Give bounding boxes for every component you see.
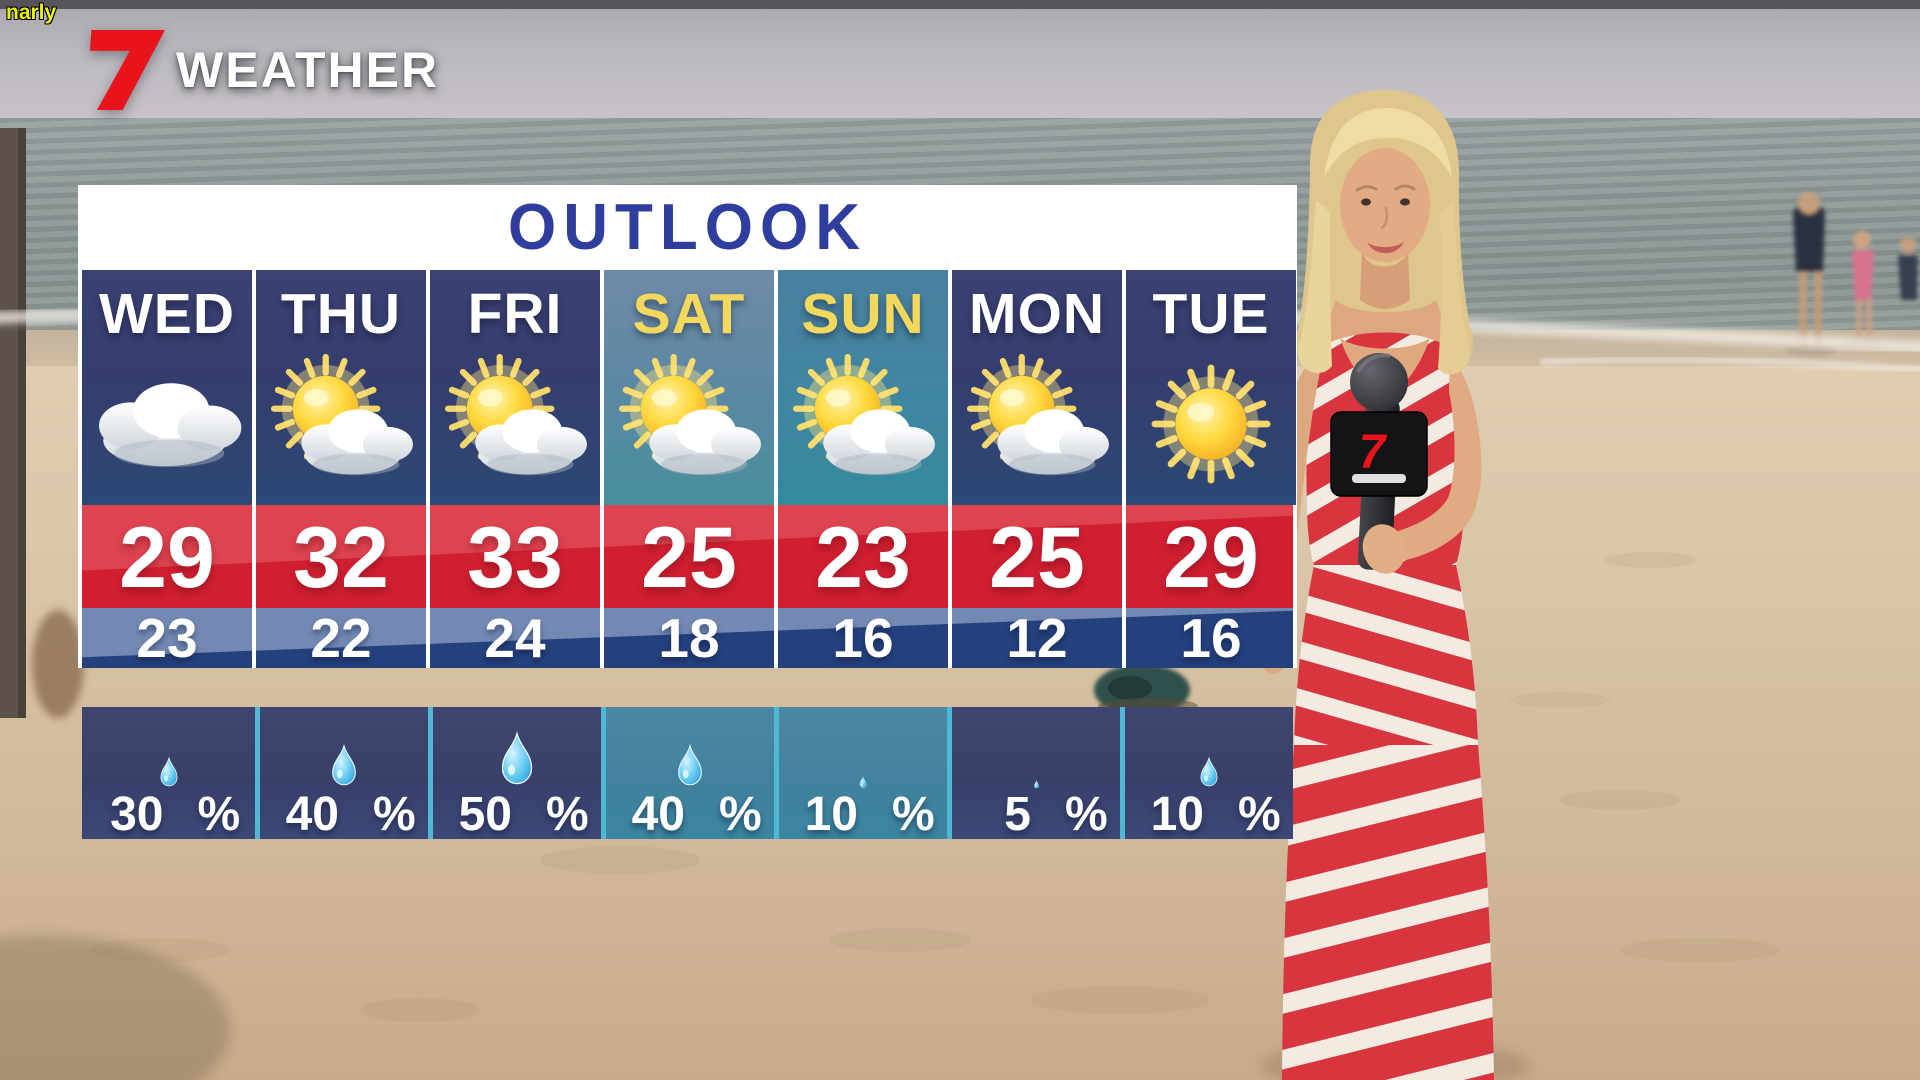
high-temp: 23 [815, 510, 911, 606]
sun-cloud-icon [778, 354, 948, 494]
low-temp: 12 [1006, 607, 1068, 669]
sun-icon [1126, 354, 1296, 494]
low-temp: 16 [832, 607, 894, 669]
day-header-cell: SUN [778, 270, 948, 505]
rain-percent-unit: % [373, 787, 416, 841]
presenter: 7 [1249, 90, 1530, 1080]
microphone: 7 [1330, 353, 1428, 574]
day-header-cell: SAT [604, 270, 774, 505]
outlook-title: OUTLOOK [508, 191, 867, 264]
raindrop-icon [494, 730, 540, 789]
raindrop-icon [858, 776, 868, 789]
outlook-panel: OUTLOOK WED 29 23 THU 32 22 FRI [78, 185, 1297, 841]
outlook-banner: OUTLOOK [78, 185, 1297, 270]
day-label: TUE [1152, 282, 1270, 346]
sun-cloud-icon [604, 354, 774, 494]
sky-background [0, 0, 1920, 130]
rain-percent-unit: % [546, 787, 589, 841]
low-temp: 16 [1180, 607, 1242, 669]
high-temp: 25 [989, 510, 1085, 606]
rain-cell-fri: 50 % [428, 707, 601, 841]
high-temp-band [82, 505, 1293, 608]
mic-flag-seven-icon: 7 [1359, 426, 1388, 479]
day-header-cell: THU [256, 270, 426, 505]
rain-percent-value: 10 [804, 787, 858, 841]
day-column-tue: TUE 29 16 [1122, 270, 1296, 668]
letterbox-strip [0, 0, 1920, 9]
brand-label: WEATHER [176, 42, 440, 98]
rain-percent-value: 50 [458, 787, 512, 841]
day-label: SAT [632, 282, 746, 346]
day-label: FRI [467, 282, 563, 346]
day-header-cell: MON [952, 270, 1122, 505]
low-temp: 18 [658, 607, 720, 669]
day-column-sun: SUN 23 16 [774, 270, 948, 668]
rain-percent-unit: % [1065, 787, 1108, 841]
raindrop-icon [156, 756, 182, 789]
day-column-fri: FRI 33 24 [426, 270, 600, 668]
rain-cell-wed: 30 % [82, 707, 255, 841]
rain-percent: 10 % [782, 787, 944, 841]
rain-percent: 30 % [88, 787, 250, 841]
cloud-icon [82, 354, 252, 494]
day-column-wed: WED 29 23 [82, 270, 252, 668]
watermark: narly [6, 1, 57, 24]
low-temp-band [82, 608, 1293, 668]
raindrop-icon [326, 743, 362, 789]
high-temp: 29 [1163, 510, 1259, 606]
high-temp: 33 [467, 510, 563, 606]
day-label: THU [280, 282, 402, 346]
raindrop-icon [672, 743, 708, 789]
seven-logo-icon [89, 30, 165, 110]
rain-percent: 10 % [1128, 787, 1290, 841]
rain-cell-sat: 40 % [601, 707, 774, 841]
rain-cell-mon: 5 % [947, 707, 1120, 841]
forecast-table: WED 29 23 THU 32 22 FRI 33 24 SA [78, 270, 1297, 668]
day-header-cell: WED [82, 270, 252, 505]
rain-percent: 40 % [263, 787, 425, 841]
raindrop-icon [1033, 780, 1040, 789]
rain-percent-unit: % [197, 787, 241, 841]
sun-cloud-icon [430, 354, 600, 494]
day-label: SUN [801, 282, 925, 346]
channel-brand: WEATHER [82, 30, 439, 110]
rain-percent-unit: % [1238, 787, 1281, 841]
rain-chance-row: 30 % 40 % 50 % [78, 707, 1297, 841]
low-temp: 23 [136, 607, 198, 669]
rain-percent-value: 5 [1004, 787, 1031, 841]
rain-cell-tue: 10 % [1120, 707, 1293, 841]
rain-percent: 40 % [609, 787, 771, 841]
day-column-sat: SAT 25 18 [600, 270, 774, 668]
high-temp: 32 [293, 510, 389, 606]
rain-percent-value: 10 [1150, 787, 1204, 841]
rain-percent-unit: % [892, 787, 935, 841]
raindrop-icon [1196, 756, 1222, 789]
day-column-mon: MON 25 12 [948, 270, 1122, 668]
rain-percent-value: 40 [285, 787, 339, 841]
low-temp: 22 [310, 607, 372, 669]
rain-percent-value: 40 [631, 787, 685, 841]
high-temp: 25 [641, 510, 737, 606]
beach-people [1784, 189, 1918, 356]
mic-flag: 7 [1330, 411, 1428, 497]
high-temp: 29 [119, 510, 215, 606]
rain-percent: 50 % [436, 787, 598, 841]
day-column-thu: THU 32 22 [252, 270, 426, 668]
day-header-cell: FRI [430, 270, 600, 505]
day-columns: WED 29 23 THU 32 22 FRI 33 24 SA [82, 270, 1296, 668]
day-label: MON [969, 282, 1105, 346]
rain-percent: 5 % [955, 787, 1117, 841]
day-header-cell: TUE [1126, 270, 1296, 505]
rain-percent-value: 30 [110, 787, 164, 841]
day-label: WED [99, 282, 235, 346]
rain-percent-unit: % [719, 787, 762, 841]
presenter-face [1340, 148, 1430, 262]
rain-cell-thu: 40 % [255, 707, 428, 841]
rain-cell-sun: 10 % [774, 707, 947, 841]
low-temp: 24 [484, 607, 546, 669]
sun-cloud-icon [256, 354, 426, 494]
sun-cloud-icon [952, 354, 1122, 494]
